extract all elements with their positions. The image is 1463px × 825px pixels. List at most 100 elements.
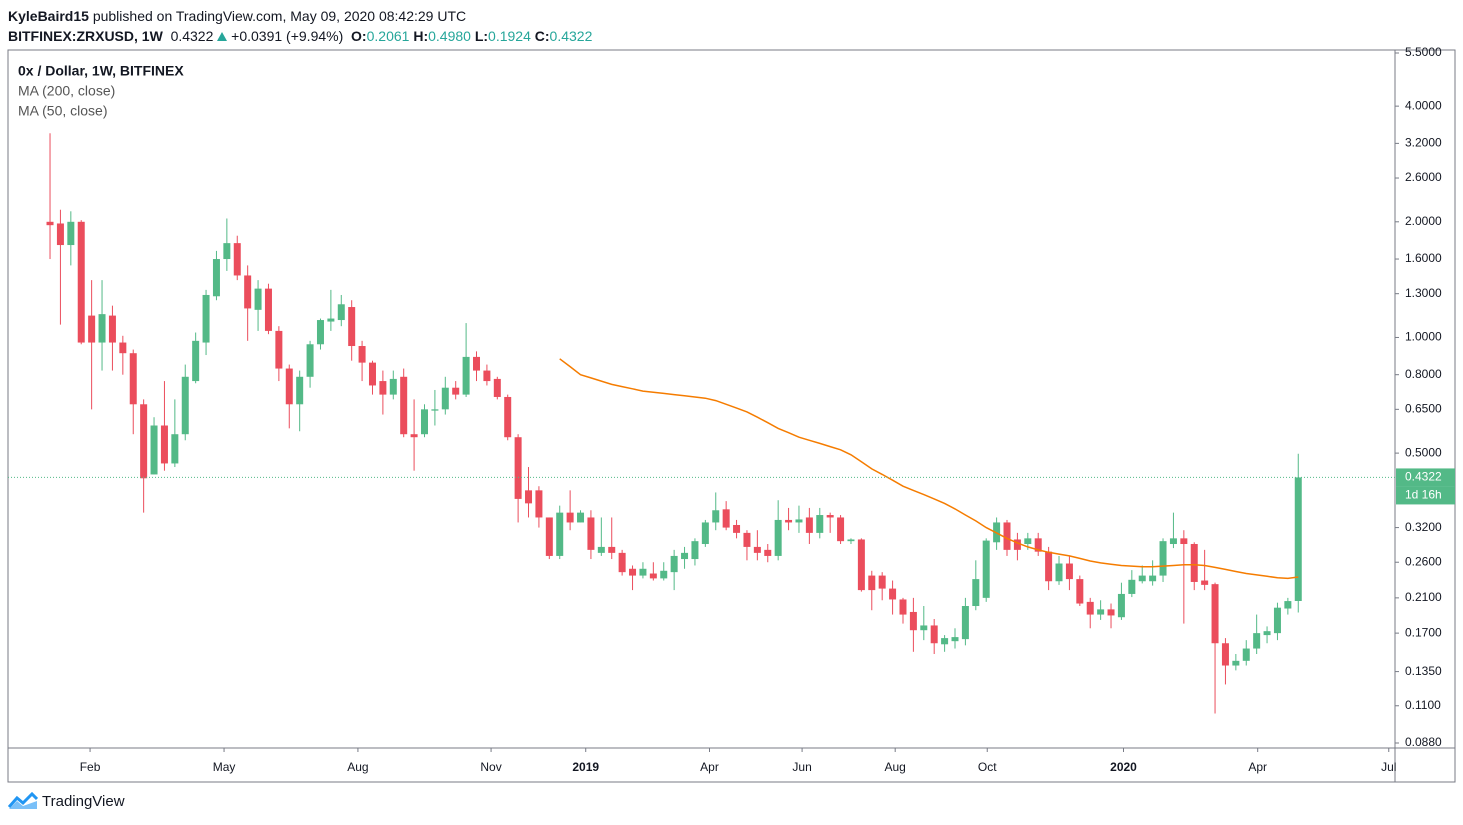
candle-body — [1097, 609, 1105, 615]
y-tick-label: 0.2600 — [1405, 554, 1442, 568]
x-tick-label: May — [213, 760, 236, 774]
candle-body — [1149, 575, 1157, 582]
series-title: 0x / Dollar, 1W, BITFINEX — [18, 63, 184, 79]
candle-body — [795, 519, 803, 523]
candle-body — [202, 294, 210, 343]
y-tick-label: 2.6000 — [1405, 170, 1442, 184]
logo-text: TradingView — [42, 792, 125, 810]
candle-body — [1138, 575, 1146, 582]
candle-body — [753, 546, 761, 553]
candle-body — [368, 362, 376, 386]
candle-body — [1013, 539, 1021, 550]
candle-body — [56, 223, 64, 246]
price-label-box — [1396, 468, 1455, 487]
candle-body — [826, 515, 834, 518]
candle-body — [150, 425, 158, 475]
candle-body — [1065, 563, 1073, 580]
candle-body — [285, 368, 293, 405]
c-value: 0.4322 — [549, 28, 593, 44]
candle-body — [608, 546, 616, 553]
x-tick-label: Nov — [480, 760, 501, 774]
candle-body — [629, 568, 637, 576]
l-value: 0.1924 — [488, 28, 531, 44]
y-tick-label: 1.6000 — [1405, 251, 1442, 265]
candle-body — [504, 396, 512, 438]
candle-body — [1253, 633, 1261, 649]
candle-body — [1169, 538, 1177, 545]
x-tick-label: Feb — [80, 760, 101, 774]
candle-body — [1045, 551, 1053, 582]
y-tick-label: 4.0000 — [1405, 98, 1442, 112]
candle-body — [160, 425, 168, 464]
o-label: O: — [351, 28, 367, 44]
chart: 0x / Dollar, 1W, BITFINEX MA (200, close… — [7, 45, 1456, 783]
candle-body — [1273, 607, 1281, 634]
h-value: 0.4980 — [428, 28, 471, 44]
candle-body — [587, 517, 595, 550]
candle-body — [264, 288, 272, 331]
header: KyleBaird15 published on TradingView.com… — [8, 6, 592, 46]
candle-body — [847, 539, 855, 542]
y-tick-label: 0.1700 — [1405, 625, 1442, 639]
publish-line: KyleBaird15 published on TradingView.com… — [8, 6, 592, 26]
candle-body — [473, 356, 481, 371]
x-tick-label: Jun — [792, 760, 811, 774]
candle-body — [1221, 643, 1229, 666]
y-tick-label: 0.5000 — [1405, 445, 1442, 459]
candle-body — [878, 575, 886, 589]
x-tick-label: Apr — [700, 760, 719, 774]
y-tick-label: 2.0000 — [1405, 214, 1442, 228]
candle-body — [420, 409, 428, 435]
candle-body — [743, 532, 751, 547]
x-tick-label: Aug — [347, 760, 368, 774]
candle-body — [639, 568, 647, 576]
candle-body — [837, 517, 845, 542]
y-tick-label: 5.5000 — [1405, 45, 1442, 59]
candle-body — [244, 275, 252, 309]
candle-body — [1128, 579, 1136, 594]
candle-body — [212, 259, 220, 297]
candle-body — [348, 307, 356, 347]
candle-body — [1284, 601, 1292, 609]
candle-body — [1086, 601, 1094, 615]
y-tick-label: 0.6500 — [1405, 402, 1442, 416]
candle-body — [514, 437, 522, 499]
candle-body — [722, 509, 730, 528]
up-arrow — [217, 32, 228, 41]
candle-body — [254, 288, 262, 310]
candle-body — [1159, 541, 1167, 576]
candle-body — [67, 221, 75, 246]
candle-body — [545, 517, 553, 556]
candle-body — [972, 579, 980, 607]
quote-line: BITFINEX:ZRXUSD, 1W 0.4322 +0.0391 (+9.9… — [8, 26, 592, 46]
candle-body — [712, 510, 720, 523]
y-tick-label: 0.2100 — [1405, 590, 1442, 604]
candle-body — [1024, 538, 1032, 545]
candle-body — [1211, 584, 1219, 644]
y-tick-label: 1.3000 — [1405, 286, 1442, 300]
countdown: 1d 16h — [1405, 488, 1442, 502]
published: published on TradingView.com, May 09, 20… — [92, 8, 467, 24]
candle-body — [108, 315, 116, 343]
candle-body — [1076, 579, 1084, 604]
author: KyleBaird15 — [8, 8, 89, 24]
candle-body — [961, 606, 969, 640]
x-tick-label: Aug — [885, 760, 906, 774]
candle-body — [1034, 538, 1042, 552]
candle-body — [649, 573, 657, 579]
candle-body — [681, 552, 689, 560]
candle-body — [764, 549, 772, 556]
candle-body — [691, 541, 699, 560]
candle-body — [920, 625, 928, 631]
candle-body — [441, 387, 449, 410]
y-tick-label: 3.2000 — [1405, 136, 1442, 150]
candle-body — [129, 353, 137, 405]
candle-body — [140, 404, 148, 479]
candle-body — [46, 221, 54, 226]
candle-body — [192, 340, 200, 382]
candle-body — [327, 318, 335, 322]
candle-body — [483, 370, 491, 382]
candle-body — [525, 490, 533, 504]
candle-body — [868, 575, 876, 591]
candle-body — [1117, 593, 1125, 618]
